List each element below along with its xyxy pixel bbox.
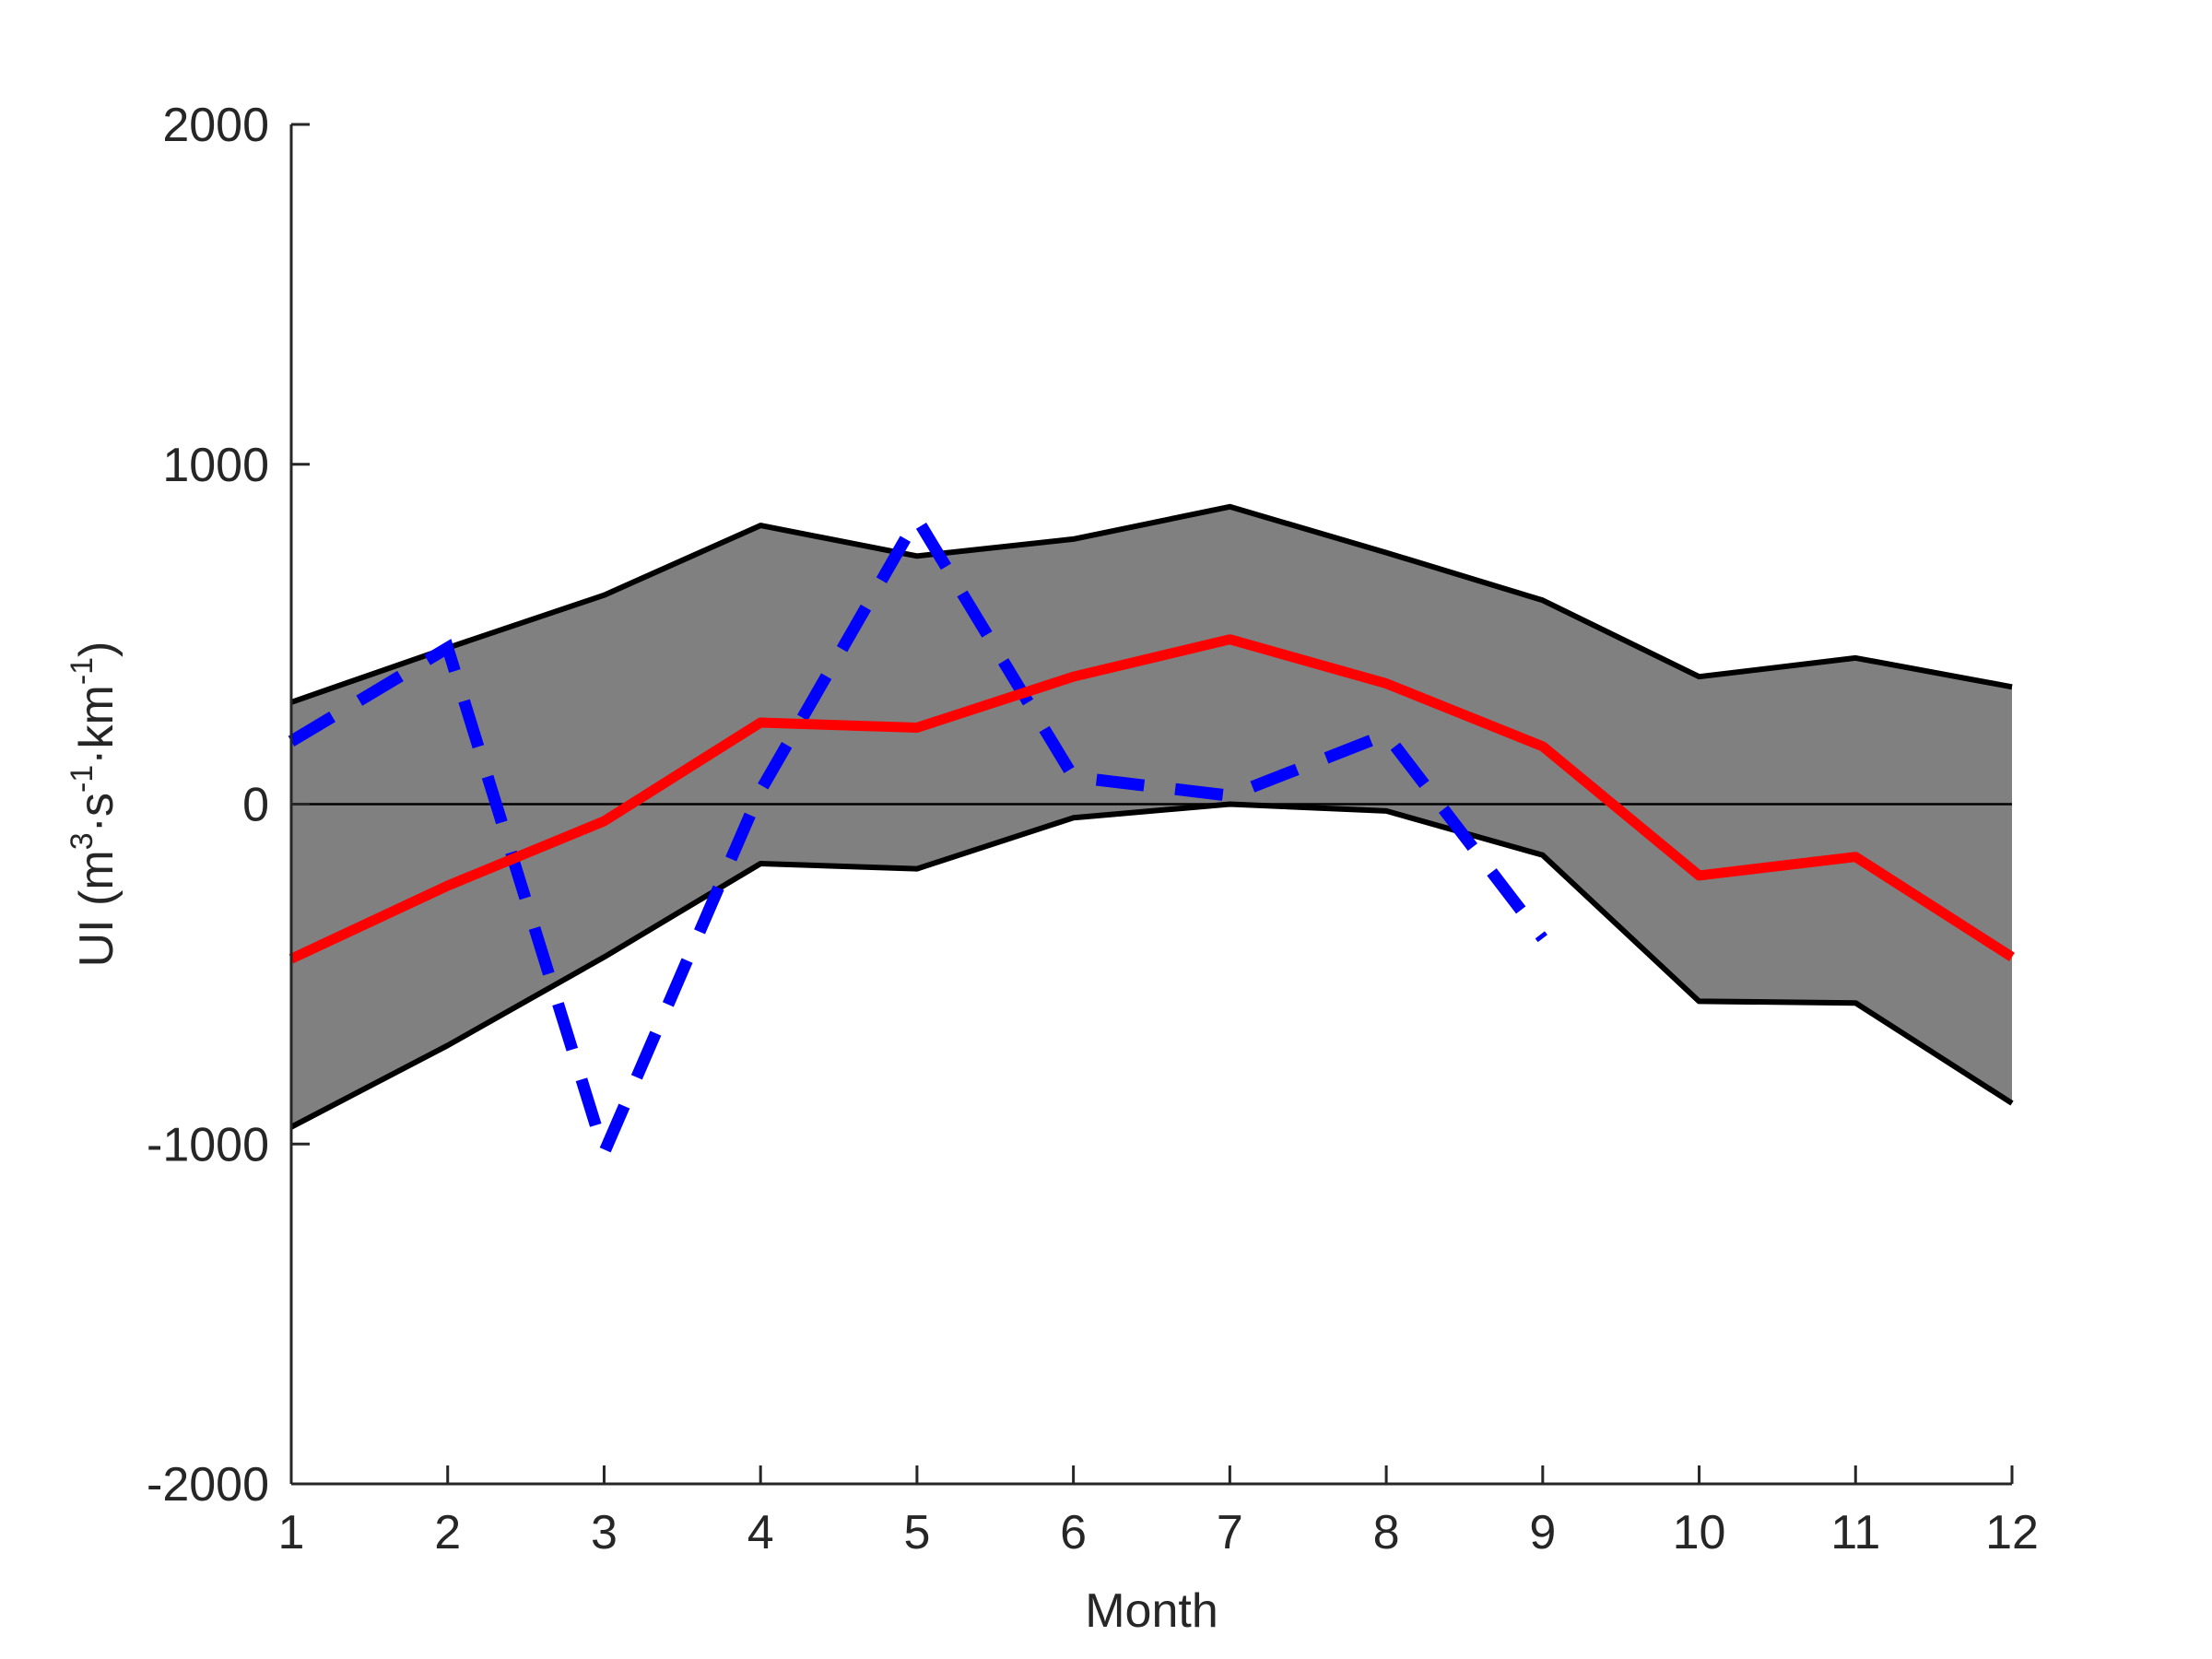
- x-tick-label: 8: [1373, 1506, 1400, 1559]
- band-fill: [291, 506, 2012, 1127]
- y-axis-title-base: UI (m: [70, 850, 124, 967]
- mean-series-line: [288, 634, 2015, 964]
- x-tick-label: 2: [434, 1506, 461, 1559]
- y-tick-label: 2000: [162, 99, 269, 152]
- y-axis-title-sup: -1: [65, 765, 100, 793]
- x-tick-label: 1: [278, 1506, 305, 1559]
- y-tick-label: 1000: [162, 439, 269, 492]
- x-tick-label: 5: [903, 1506, 930, 1559]
- x-tick-label: 9: [1529, 1506, 1556, 1559]
- band-upper-line: [290, 503, 2013, 705]
- x-tick-label: 4: [747, 1506, 774, 1559]
- y-tick-label: -2000: [147, 1458, 269, 1512]
- y-axis-title-end: ): [70, 641, 124, 657]
- y-axis-title-sup: -1: [65, 657, 100, 685]
- y-axis-title-part: ·s: [70, 793, 124, 832]
- y-axis-title: UI (m3·s-1·km-1): [65, 641, 124, 968]
- x-tick-label: 10: [1673, 1506, 1726, 1559]
- band-lower-line: [289, 801, 2014, 1130]
- x-axis-title: Month: [1085, 1584, 1218, 1638]
- y-tick-label: 0: [242, 779, 269, 832]
- x-tick-label: 12: [1985, 1506, 2039, 1559]
- x-tick-label: 3: [591, 1506, 618, 1559]
- y-axis-title-sup: 3: [65, 832, 100, 850]
- y-axis-title-part: ·km: [70, 685, 124, 765]
- plot-area: [288, 503, 2015, 1171]
- y-tick-label: -1000: [147, 1118, 269, 1171]
- dashed-series-line: [288, 507, 1547, 1171]
- x-tick-label: 7: [1217, 1506, 1243, 1559]
- x-tick-label: 11: [1830, 1506, 1880, 1559]
- x-tick-label: 6: [1060, 1506, 1087, 1559]
